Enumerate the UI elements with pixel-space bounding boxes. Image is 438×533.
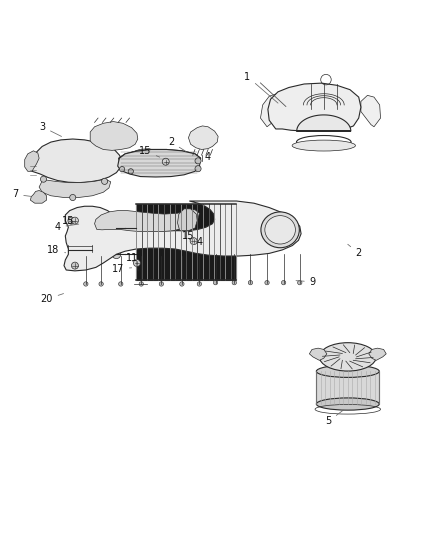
Polygon shape bbox=[119, 149, 201, 168]
Ellipse shape bbox=[261, 212, 299, 248]
Polygon shape bbox=[118, 149, 201, 177]
Text: 20: 20 bbox=[40, 294, 64, 304]
Circle shape bbox=[195, 166, 201, 172]
Polygon shape bbox=[30, 139, 122, 183]
Text: 4: 4 bbox=[199, 152, 211, 164]
Bar bbox=[136, 204, 237, 280]
Text: 17: 17 bbox=[112, 264, 132, 273]
Circle shape bbox=[213, 280, 218, 285]
Circle shape bbox=[195, 158, 201, 164]
Text: 1: 1 bbox=[244, 71, 278, 103]
Text: 3: 3 bbox=[39, 122, 61, 136]
Circle shape bbox=[112, 250, 121, 259]
Text: 11: 11 bbox=[126, 253, 138, 263]
Circle shape bbox=[99, 282, 103, 286]
Text: 15: 15 bbox=[62, 216, 74, 225]
Text: 18: 18 bbox=[47, 245, 66, 255]
Circle shape bbox=[70, 195, 76, 200]
Circle shape bbox=[297, 280, 302, 285]
Polygon shape bbox=[90, 122, 138, 150]
Polygon shape bbox=[361, 95, 381, 127]
Circle shape bbox=[162, 158, 169, 165]
Polygon shape bbox=[39, 179, 111, 198]
Polygon shape bbox=[369, 348, 386, 360]
Polygon shape bbox=[177, 209, 197, 231]
Text: 9: 9 bbox=[296, 277, 316, 287]
Polygon shape bbox=[64, 201, 301, 271]
Circle shape bbox=[282, 280, 286, 285]
Ellipse shape bbox=[319, 343, 376, 371]
Text: 2: 2 bbox=[348, 244, 362, 259]
Bar bbox=[316, 372, 379, 404]
Polygon shape bbox=[188, 126, 218, 149]
Circle shape bbox=[119, 282, 123, 286]
Circle shape bbox=[248, 280, 253, 285]
Circle shape bbox=[112, 224, 121, 232]
Circle shape bbox=[134, 260, 141, 266]
Polygon shape bbox=[309, 348, 327, 360]
Text: 7: 7 bbox=[12, 189, 31, 199]
Polygon shape bbox=[261, 94, 280, 127]
Polygon shape bbox=[25, 151, 39, 171]
Polygon shape bbox=[30, 190, 46, 203]
Polygon shape bbox=[95, 210, 199, 231]
Circle shape bbox=[92, 246, 97, 251]
Text: 4: 4 bbox=[54, 222, 79, 232]
Polygon shape bbox=[297, 115, 351, 131]
Circle shape bbox=[71, 262, 78, 269]
Polygon shape bbox=[268, 83, 361, 131]
Circle shape bbox=[71, 217, 78, 224]
Circle shape bbox=[232, 280, 237, 285]
Text: 2: 2 bbox=[168, 137, 186, 151]
Circle shape bbox=[40, 176, 46, 182]
Text: 15: 15 bbox=[182, 231, 194, 241]
Circle shape bbox=[102, 179, 108, 184]
Ellipse shape bbox=[292, 140, 356, 151]
Circle shape bbox=[197, 282, 201, 286]
Ellipse shape bbox=[316, 398, 379, 410]
Circle shape bbox=[265, 280, 269, 285]
Circle shape bbox=[139, 282, 144, 286]
Circle shape bbox=[159, 282, 163, 286]
Circle shape bbox=[190, 238, 197, 245]
Circle shape bbox=[180, 282, 184, 286]
Text: 4: 4 bbox=[193, 238, 202, 247]
Polygon shape bbox=[120, 149, 158, 169]
Circle shape bbox=[68, 217, 75, 224]
Text: 5: 5 bbox=[325, 410, 343, 426]
Circle shape bbox=[84, 282, 88, 286]
Circle shape bbox=[128, 169, 134, 174]
Text: 15: 15 bbox=[138, 146, 160, 157]
Circle shape bbox=[120, 166, 125, 172]
Ellipse shape bbox=[316, 365, 379, 377]
Ellipse shape bbox=[265, 216, 295, 244]
